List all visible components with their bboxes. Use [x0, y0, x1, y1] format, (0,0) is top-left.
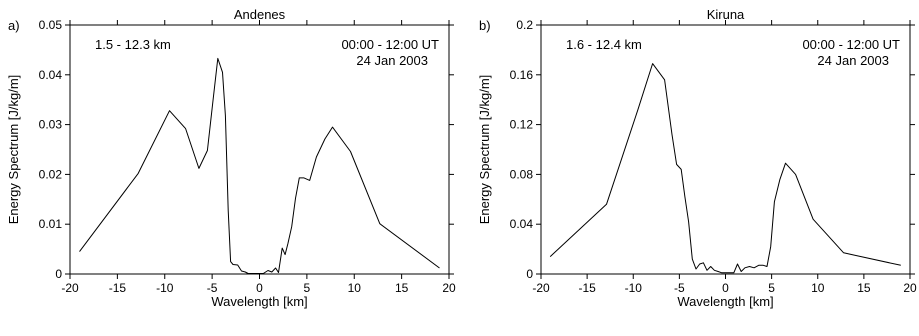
x-tick-label: -5 [674, 281, 685, 295]
date-annotation: 24 Jan 2003 [817, 53, 889, 68]
x-tick-label: 5 [768, 281, 775, 295]
y-tick-label: 0.16 [510, 68, 534, 82]
chart-title: Andenes [234, 7, 286, 22]
y-tick-label: 0.02 [39, 167, 63, 181]
x-tick-label: -20 [61, 281, 79, 295]
x-tick-label: -10 [156, 281, 174, 295]
x-tick-label: 0 [256, 281, 263, 295]
series-line [79, 57, 440, 274]
altitude-range-annotation: 1.6 - 12.4 km [566, 37, 642, 52]
x-axis-label: Wavelength [km] [677, 294, 773, 309]
x-tick-label: 20 [903, 281, 917, 295]
y-tick-label: 0.04 [39, 68, 63, 82]
panel-label: b) [479, 18, 491, 33]
x-tick-label: 15 [857, 281, 871, 295]
y-tick-label: 0.01 [39, 217, 63, 231]
y-tick-label: 0.12 [510, 118, 534, 132]
x-axis-label: Wavelength [km] [211, 294, 307, 309]
y-axis-label: Energy Spectrum [J/kg/m] [6, 75, 21, 225]
y-tick-label: 0 [55, 267, 62, 281]
y-axis-label: Energy Spectrum [J/kg/m] [477, 75, 492, 225]
x-tick-label: -15 [578, 281, 596, 295]
x-tick-label: 0 [722, 281, 729, 295]
time-range-annotation: 00:00 - 12:00 UT [802, 37, 900, 52]
x-tick-label: -15 [109, 281, 127, 295]
x-tick-label: 10 [348, 281, 362, 295]
x-tick-label: 5 [304, 281, 311, 295]
x-tick-label: 10 [811, 281, 825, 295]
y-tick-label: 0.03 [39, 118, 63, 132]
x-tick-label: 15 [395, 281, 409, 295]
x-tick-label: -20 [532, 281, 550, 295]
x-tick-label: -5 [207, 281, 218, 295]
time-range-annotation: 00:00 - 12:00 UT [341, 37, 439, 52]
y-tick-label: 0.05 [39, 18, 63, 32]
x-tick-label: -10 [625, 281, 643, 295]
chart-title: Kiruna [707, 7, 745, 22]
panel-label: a) [8, 18, 20, 33]
y-tick-label: 0.08 [510, 167, 534, 181]
x-tick-label: 20 [442, 281, 456, 295]
y-tick-label: 0 [526, 267, 533, 281]
altitude-range-annotation: 1.5 - 12.3 km [95, 37, 171, 52]
panel-kiruna: -20 -15 -10 -5 0 5 10 15 20 0 0.04 0.08 0.12 0.16 0.2 K… [477, 7, 917, 309]
panel-andenes: -20 -15 -10 -5 0 5 10 15 20 0 0.01 0.02 0.03 0.04 0.05… [6, 7, 456, 309]
series-line [549, 63, 901, 274]
y-tick-label: 0.2 [516, 18, 533, 32]
y-tick-label: 0.04 [510, 217, 534, 231]
date-annotation: 24 Jan 2003 [356, 53, 428, 68]
